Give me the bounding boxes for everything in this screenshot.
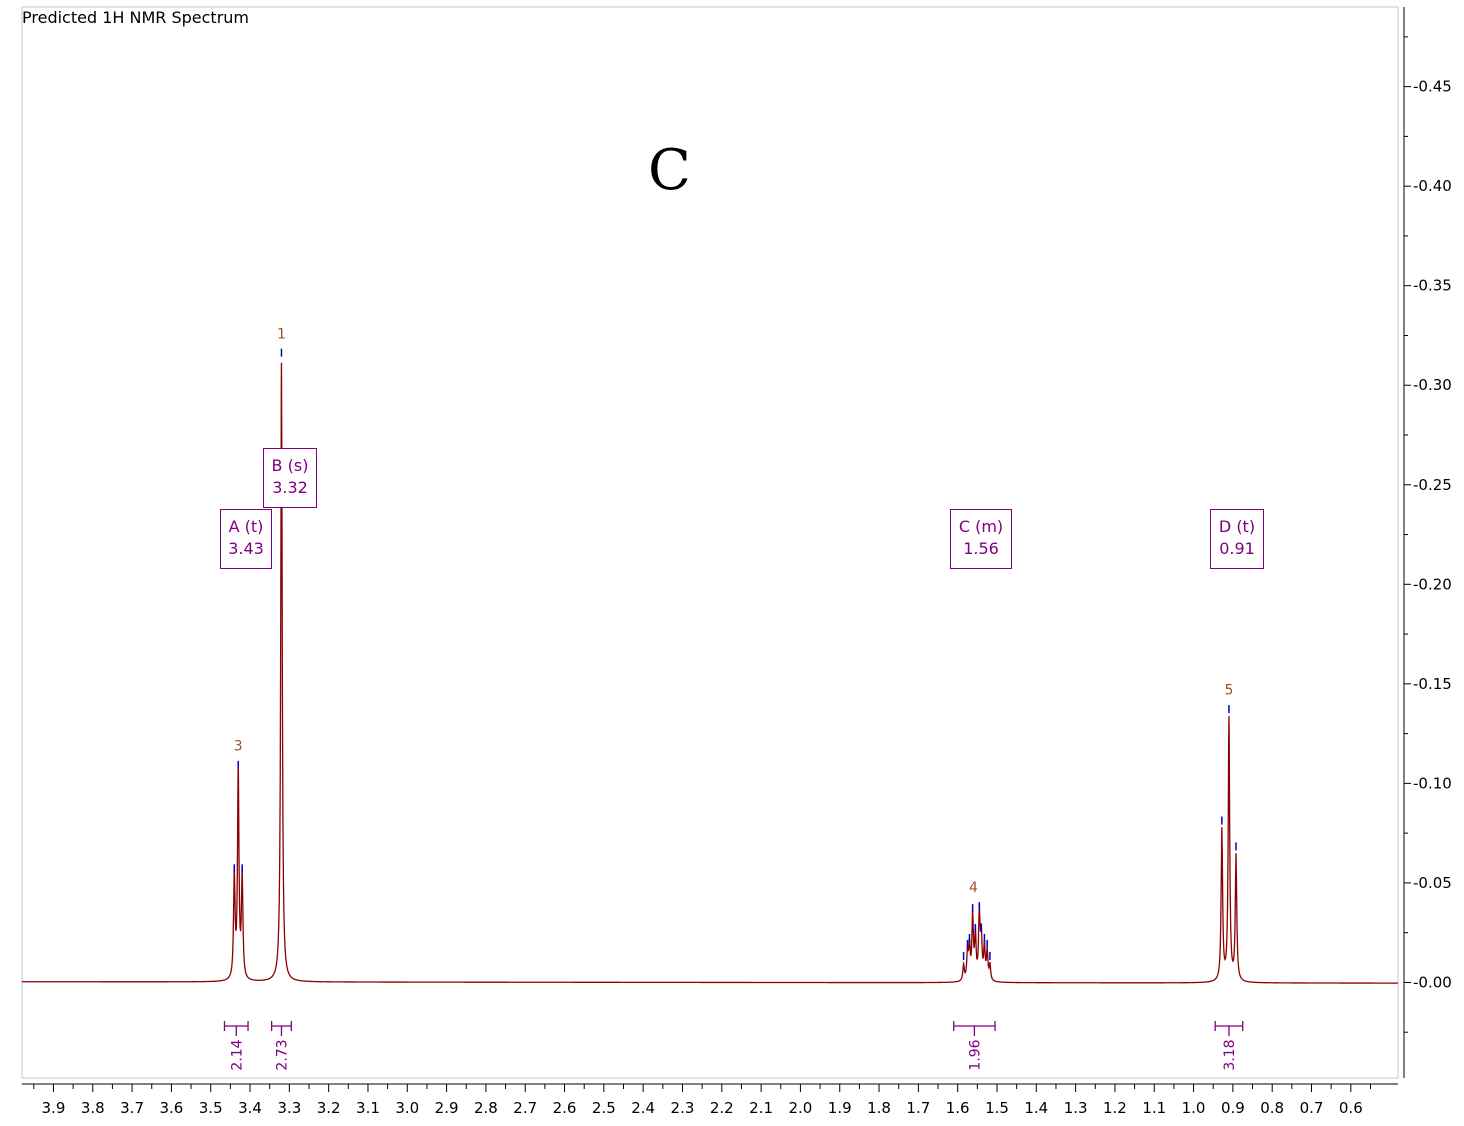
y-tick-label: -0.30 — [1413, 376, 1452, 394]
integral-value: 3.18 — [1222, 1039, 1238, 1070]
x-tick-label: 2.9 — [435, 1099, 459, 1117]
plot-frame — [21, 6, 1399, 1079]
multiplet-box: C (m) 1.56 — [950, 509, 1012, 569]
multiplet-box: A (t) 3.43 — [220, 509, 272, 569]
x-tick-label: 2.7 — [513, 1099, 537, 1117]
x-axis-ticks: 3.9 3.8 3.7 3.6 3.5 3.4 3.3 3.2 3.1 3.0 2.9 2.8 2.7 2… — [33, 1084, 1371, 1117]
multiplet-shift: 3.43 — [228, 539, 264, 558]
y-tick-label: -0.25 — [1413, 476, 1452, 494]
integral-value: 2.14 — [229, 1039, 245, 1070]
x-tick-label: 3.4 — [238, 1099, 262, 1117]
y-axis-ticks: -0.00 -0.05 -0.10 -0.15 -0.20 -0.25 -0.30 -0.35… — [1404, 36, 1452, 1033]
integral-value: 2.73 — [274, 1039, 290, 1070]
x-tick-label: 3.0 — [395, 1099, 419, 1117]
integral-markers: 2.14 2.73 1.96 3.18 — [223, 1021, 1244, 1071]
x-tick-label: 1.6 — [946, 1099, 970, 1117]
x-tick-label: 1.0 — [1182, 1099, 1206, 1117]
x-tick-label: 1.7 — [906, 1099, 930, 1117]
y-tick-label: -0.10 — [1413, 774, 1452, 792]
x-tick-label: 3.3 — [277, 1099, 301, 1117]
multiplet-box: D (t) 0.91 — [1210, 509, 1264, 569]
y-tick-label: -0.45 — [1413, 78, 1452, 96]
x-tick-label: 2.3 — [671, 1099, 695, 1117]
x-tick-label: 3.8 — [81, 1099, 105, 1117]
x-tick-label: 1.3 — [1064, 1099, 1088, 1117]
multiplet-shift: 1.56 — [963, 539, 999, 558]
peak-number-label: 3 — [234, 738, 243, 754]
multiplet-box: B (s) 3.32 — [263, 448, 317, 508]
x-tick-label: 2.2 — [710, 1099, 734, 1117]
x-tick-label: 0.7 — [1300, 1099, 1324, 1117]
multiplet-name: A (t) — [228, 517, 264, 536]
x-tick-label: 1.9 — [828, 1099, 852, 1117]
y-tick-label: -0.05 — [1413, 874, 1452, 892]
y-tick-label: -0.40 — [1413, 177, 1452, 195]
integral-marker: 2.14 — [223, 1021, 249, 1071]
x-tick-label: 3.6 — [159, 1099, 183, 1117]
x-tick-label: 3.1 — [356, 1099, 380, 1117]
x-tick-label: 1.5 — [985, 1099, 1009, 1117]
y-tick-label: -0.35 — [1413, 277, 1452, 295]
spectrum-trace — [22, 362, 1398, 984]
x-tick-label: 0.9 — [1221, 1099, 1245, 1117]
x-tick-label: 2.6 — [553, 1099, 577, 1117]
integral-marker: 1.96 — [953, 1021, 996, 1071]
x-tick-label: 3.9 — [42, 1099, 66, 1117]
chart-title: Predicted 1H NMR Spectrum — [22, 8, 249, 27]
x-tick-label: 0.6 — [1339, 1099, 1363, 1117]
x-tick-label: 2.5 — [592, 1099, 616, 1117]
y-tick-label: -0.20 — [1413, 575, 1452, 593]
peak-number-label: 4 — [969, 880, 978, 896]
x-tick-label: 3.5 — [199, 1099, 223, 1117]
x-tick-label: 1.8 — [867, 1099, 891, 1117]
x-tick-label: 0.8 — [1260, 1099, 1284, 1117]
integral-marker: 2.73 — [270, 1021, 292, 1071]
x-tick-label: 2.4 — [631, 1099, 655, 1117]
y-tick-label: -0.00 — [1413, 973, 1452, 991]
multiplet-shift: 0.91 — [1219, 539, 1255, 558]
multiplet-shift: 3.32 — [272, 478, 308, 497]
annotation-letter: C — [648, 138, 691, 203]
multiplet-name: B (s) — [271, 456, 309, 475]
x-tick-label: 2.8 — [474, 1099, 498, 1117]
x-tick-label: 1.2 — [1103, 1099, 1127, 1117]
x-tick-label: 2.1 — [749, 1099, 773, 1117]
x-tick-label: 1.4 — [1024, 1099, 1048, 1117]
x-tick-label: 3.7 — [120, 1099, 144, 1117]
x-tick-label: 1.1 — [1142, 1099, 1166, 1117]
x-tick-label: 3.2 — [317, 1099, 341, 1117]
peak-number-label: 5 — [1224, 683, 1233, 699]
x-tick-label: 2.0 — [788, 1099, 812, 1117]
multiplet-name: D (t) — [1218, 517, 1256, 536]
peak-number-label: 1 — [277, 326, 286, 342]
y-tick-label: -0.15 — [1413, 675, 1452, 693]
integral-marker: 3.18 — [1214, 1021, 1244, 1071]
integral-value: 1.96 — [967, 1039, 983, 1070]
multiplet-name: C (m) — [958, 517, 1004, 536]
peak-markers: 1 3 4 5 — [233, 326, 1237, 960]
